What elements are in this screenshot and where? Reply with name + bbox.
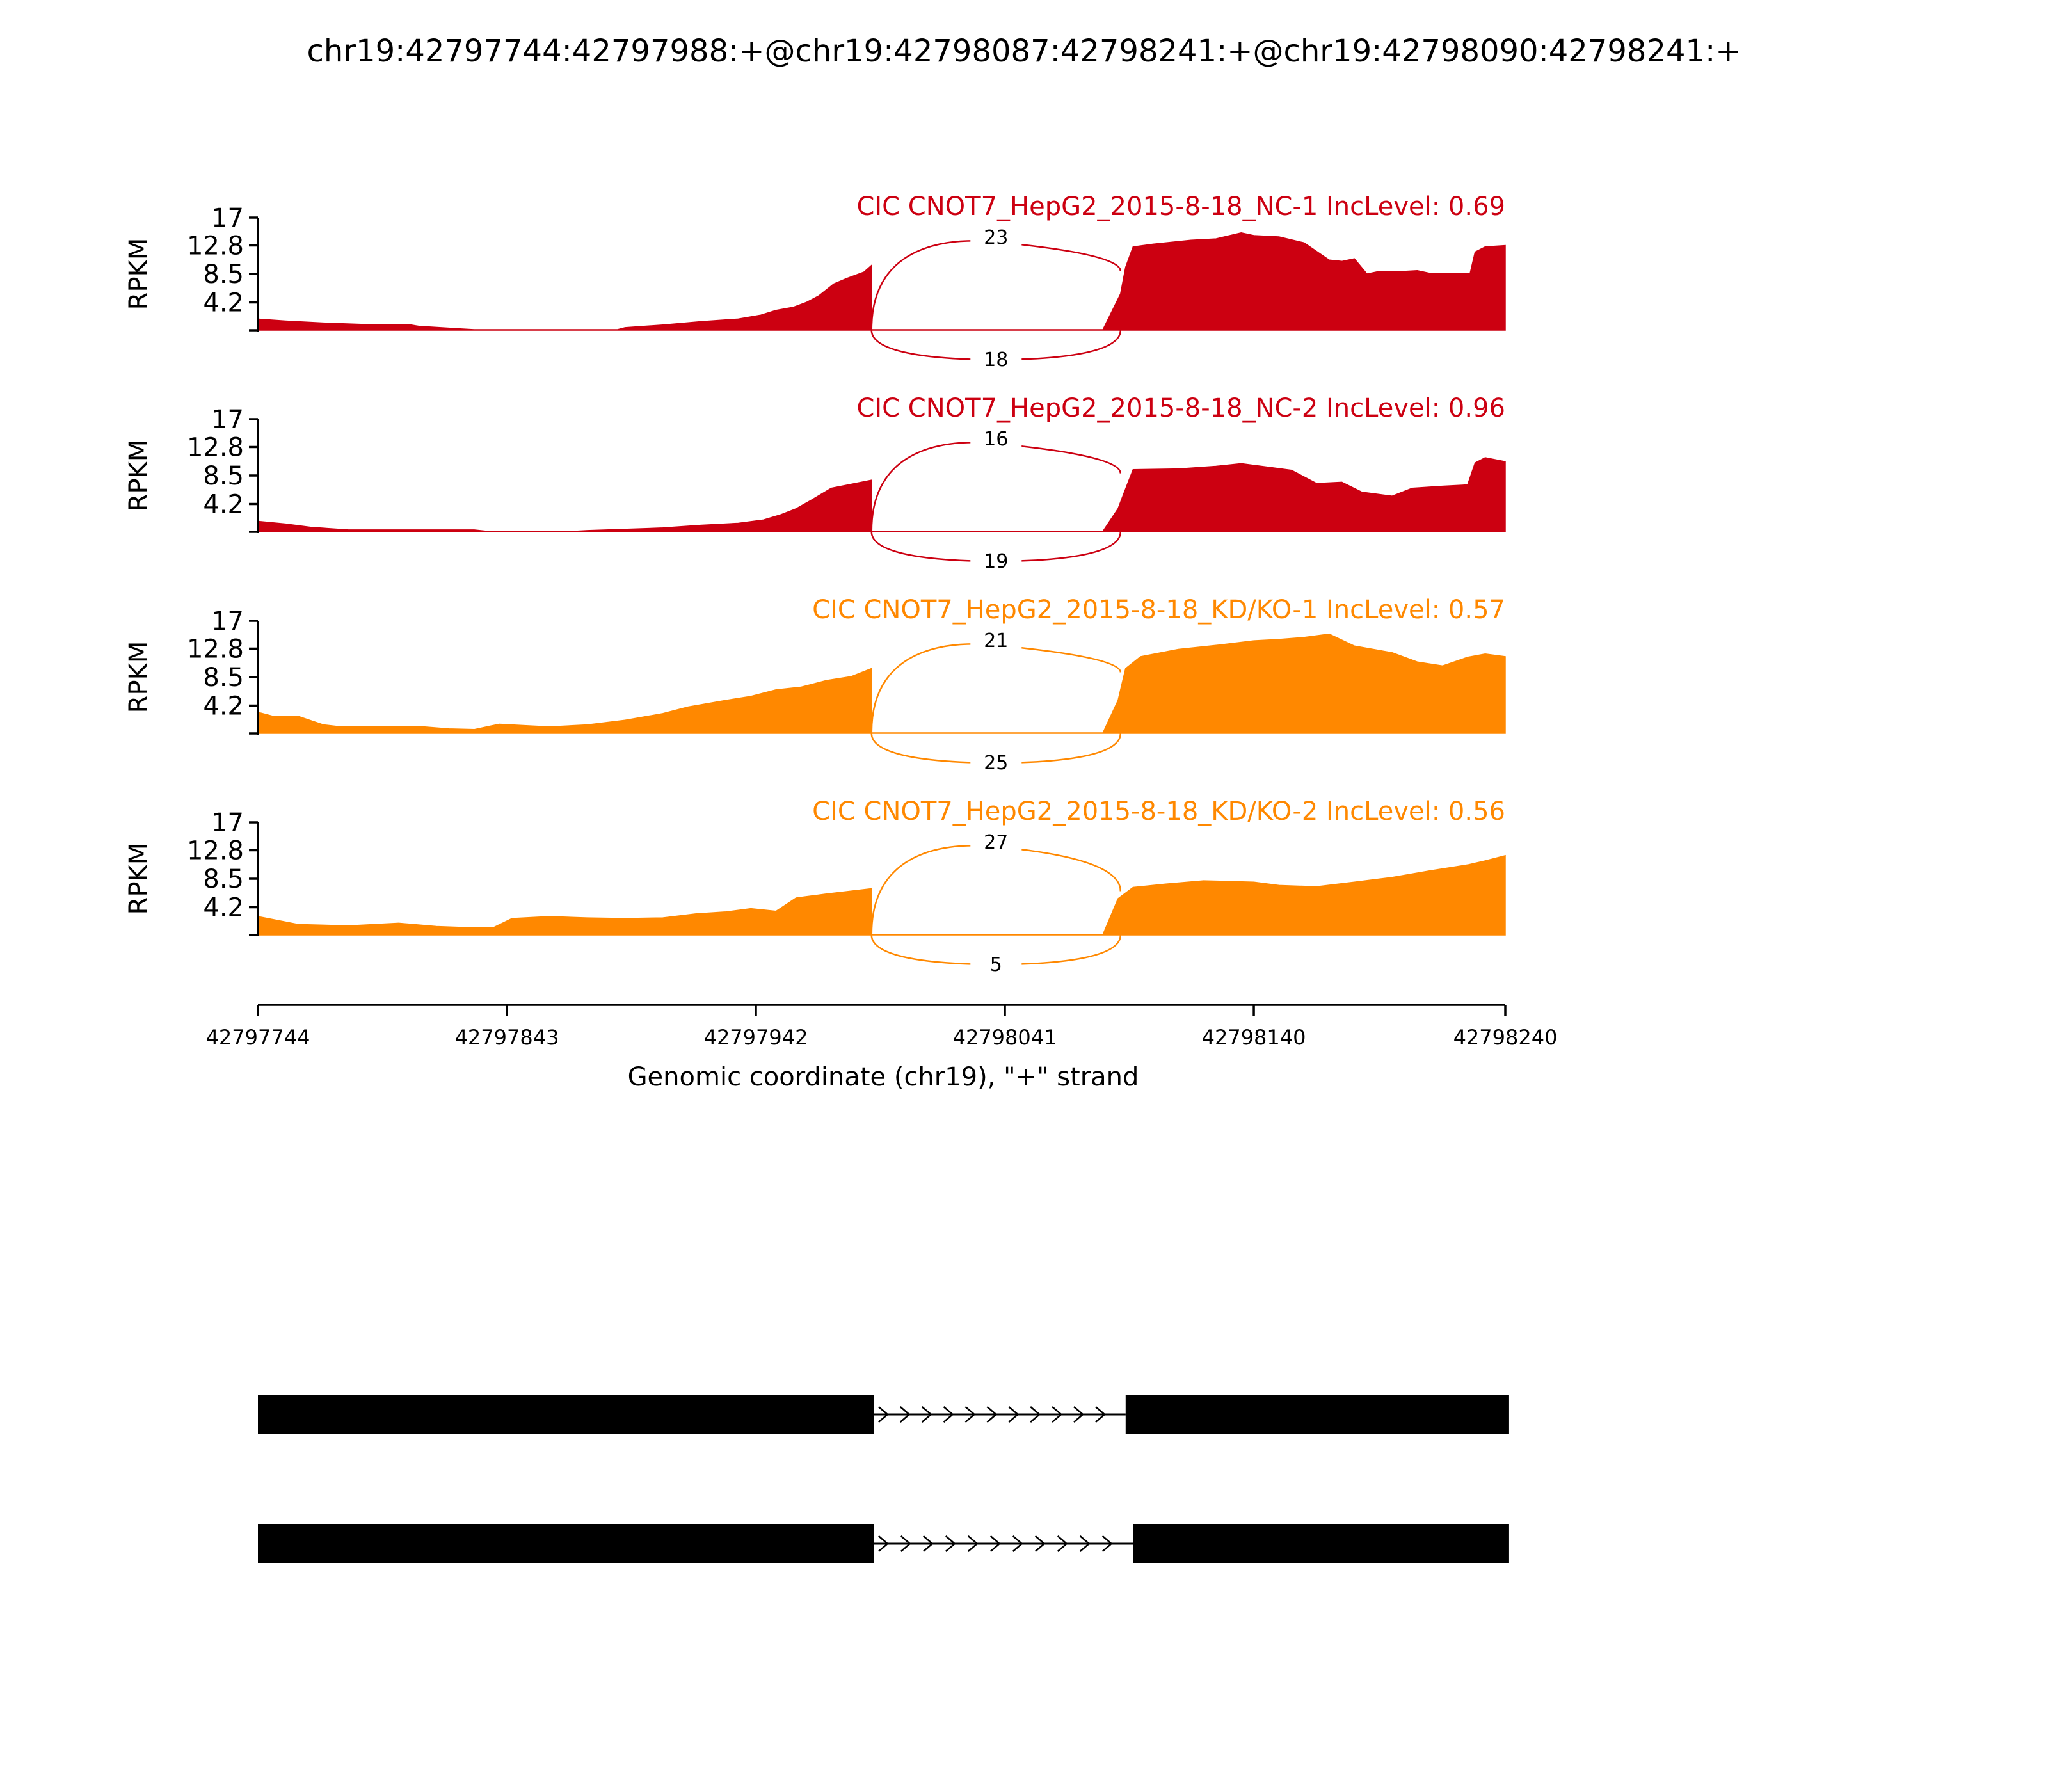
exon-block	[258, 1524, 874, 1563]
strand-arrow	[1073, 1406, 1084, 1423]
transcript-models	[258, 1395, 1509, 1563]
coverage-area	[257, 232, 1506, 331]
y-axis-label: RPKM	[124, 238, 154, 310]
y-tick-label: 12.8	[187, 836, 244, 865]
junction-label-bg	[970, 953, 1022, 975]
junction-count-top: 21	[984, 630, 1008, 652]
strand-arrow	[900, 1535, 911, 1552]
strand-arrow	[1012, 1535, 1023, 1552]
y-tick-label: 8.5	[203, 663, 244, 692]
strand-arrow	[1034, 1535, 1046, 1552]
strand-arrow	[989, 1535, 1001, 1552]
strand-arrow	[1057, 1535, 1068, 1552]
x-tick-label: 42797942	[704, 1025, 808, 1050]
junction-arc-top	[870, 240, 1122, 330]
junction-arc-top	[870, 643, 1122, 733]
strand-arrow	[967, 1535, 979, 1552]
x-axis-label: Genomic coordinate (chr19), "+" strand	[628, 1062, 1139, 1092]
strand-arrow	[1008, 1406, 1020, 1423]
x-tick-label: 42798240	[1453, 1025, 1558, 1050]
y-tick-label: 4.2	[203, 490, 244, 520]
strand-arrow	[986, 1406, 998, 1423]
transcript-1	[258, 1395, 1509, 1434]
x-tick-label: 42798140	[1202, 1025, 1306, 1050]
junction-count-bottom: 19	[984, 550, 1008, 573]
x-axis: 42797744 42797843 42797942 42798041 42798140…	[206, 1004, 1558, 1050]
x-tick-label: 42797744	[206, 1025, 310, 1050]
strand-arrow	[964, 1406, 976, 1423]
y-tick-label: 8.5	[203, 865, 244, 894]
exon-block	[1133, 1524, 1509, 1563]
junction-label-bg	[970, 550, 1022, 572]
junction-count-top: 27	[984, 831, 1008, 854]
junction-label-bg	[970, 348, 1022, 370]
junction-arc-top	[870, 442, 1122, 531]
y-tick-label: 17	[211, 607, 244, 636]
y-tick-label: 4.2	[203, 893, 244, 923]
strand-arrow	[921, 1406, 932, 1423]
track-label: CIC CNOT7_HepG2_2015-8-18_NC-2 IncLevel:…	[856, 394, 1505, 423]
junction-label-bg	[970, 630, 1022, 652]
x-tick-label: 42797843	[455, 1025, 559, 1050]
strand-arrow	[922, 1535, 934, 1552]
junction-label-bg	[970, 428, 1022, 450]
junction-arc-top	[870, 845, 1122, 934]
junction-count-top: 23	[984, 227, 1008, 249]
track-label: CIC CNOT7_HepG2_2015-8-18_KD/KO-1 IncLev…	[812, 595, 1505, 625]
strand-arrow	[945, 1535, 956, 1552]
strand-arrow	[877, 1406, 889, 1423]
y-tick-label: 4.2	[203, 289, 244, 318]
y-axis-label: RPKM	[124, 641, 154, 714]
junction-label-bg	[970, 831, 1022, 853]
coverage-area	[257, 457, 1506, 532]
coverage-area	[257, 854, 1506, 936]
strand-arrow	[1095, 1406, 1106, 1423]
strand-arrow	[943, 1406, 954, 1423]
y-axis-label: RPKM	[124, 843, 154, 915]
y-tick-label: 4.2	[203, 692, 244, 721]
x-tick-label: 42798041	[953, 1025, 1057, 1050]
track-label: CIC CNOT7_HepG2_2015-8-18_NC-1 IncLevel:…	[856, 192, 1505, 221]
y-tick-label: 17	[211, 808, 244, 838]
junction-count-bottom: 18	[984, 349, 1008, 371]
junction-count-top: 16	[984, 428, 1008, 451]
exon-block	[1125, 1395, 1509, 1434]
coverage-area	[257, 633, 1506, 734]
y-tick-label: 12.8	[187, 433, 244, 462]
strand-arrow	[877, 1535, 889, 1552]
junction-label-bg	[970, 227, 1022, 248]
junction-count-bottom: 25	[984, 752, 1008, 774]
track-label: CIC CNOT7_HepG2_2015-8-18_KD/KO-2 IncLev…	[812, 797, 1505, 826]
strand-arrow	[1079, 1535, 1091, 1552]
y-tick-label: 17	[211, 204, 244, 233]
junction-count-bottom: 5	[990, 954, 1002, 976]
strand-arrow	[1101, 1535, 1113, 1552]
y-tick-label: 12.8	[187, 634, 244, 664]
y-tick-label: 8.5	[203, 260, 244, 289]
chart-title: chr19:42797744:42797988:+@chr19:42798087…	[307, 33, 1741, 69]
exon-block	[258, 1395, 874, 1434]
strand-arrow	[1052, 1406, 1062, 1423]
strand-arrow	[899, 1406, 911, 1423]
y-axis-label: RPKM	[124, 440, 154, 512]
y-tick-label: 8.5	[203, 461, 244, 491]
strand-arrow	[1030, 1406, 1041, 1423]
junction-label-bg	[970, 751, 1022, 773]
y-tick-label: 12.8	[187, 231, 244, 260]
transcript-2	[258, 1524, 1509, 1563]
y-tick-label: 17	[211, 405, 244, 435]
